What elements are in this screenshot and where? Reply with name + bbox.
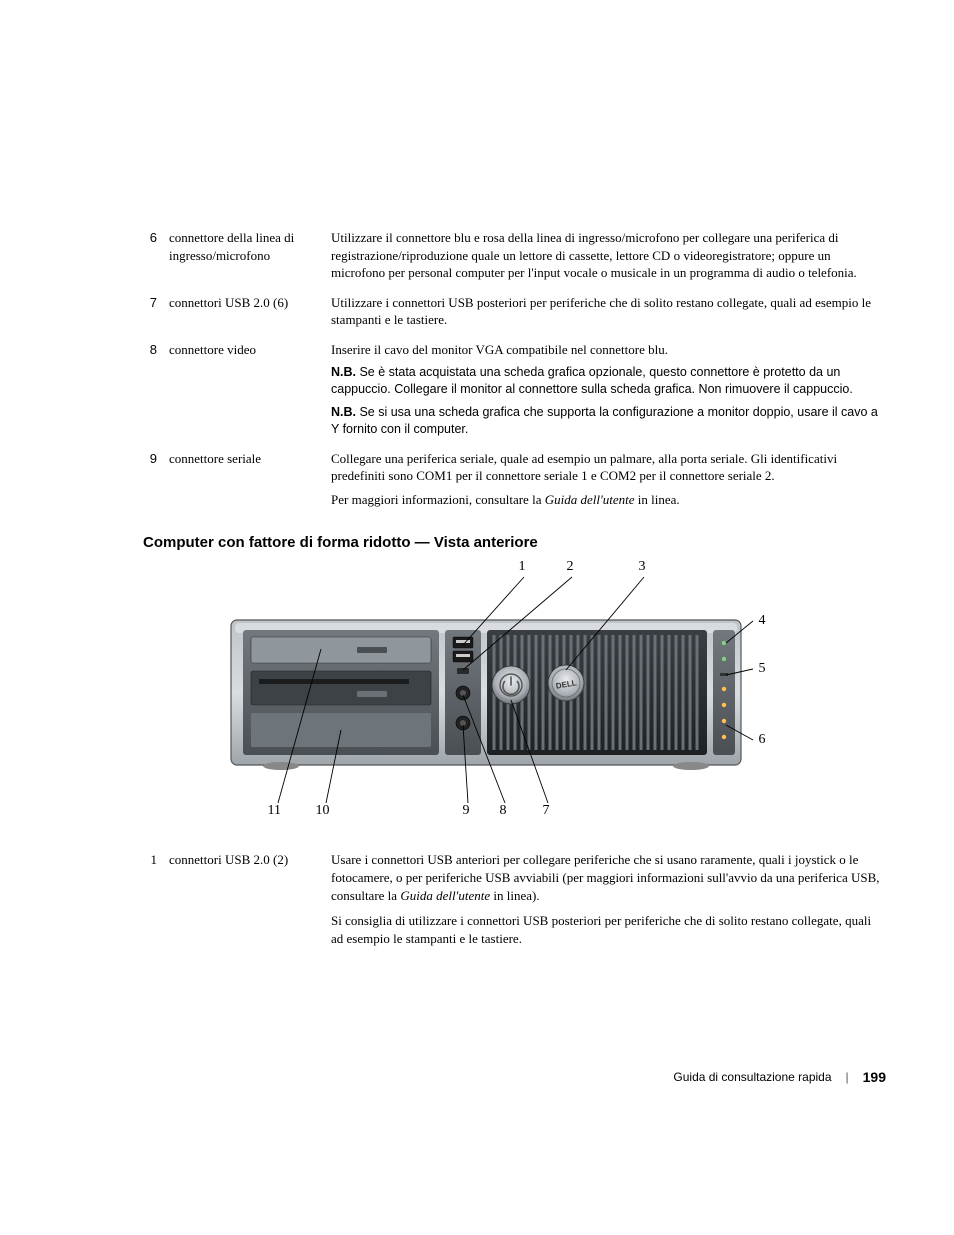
page-footer: Guida di consultazione rapida | 199 (673, 1069, 886, 1085)
def-number: 8 (135, 337, 163, 446)
table-row: 6connettore della linea di ingresso/micr… (135, 225, 886, 290)
def-term: connettori USB 2.0 (2) (163, 847, 325, 963)
def-term: connettori USB 2.0 (6) (163, 290, 325, 337)
def-paragraph: Per maggiori informazioni, consultare la… (331, 491, 880, 509)
def-paragraph: Usare i connettori USB anteriori per col… (331, 851, 880, 904)
callout-6: 6 (759, 732, 766, 748)
table-row: 8connettore video Inserire il cavo del mo… (135, 337, 886, 446)
callout-5: 5 (759, 661, 766, 677)
callout-9: 9 (463, 803, 470, 819)
def-number: 9 (135, 446, 163, 517)
footer-separator: | (846, 1070, 849, 1084)
def-description: Usare i connettori USB anteriori per col… (325, 847, 886, 963)
table-row: 9connettore serialeCollegare una perifer… (135, 446, 886, 517)
def-description: Collegare una periferica seriale, quale … (325, 446, 886, 517)
inline-italic: Guida dell'utente (400, 888, 490, 903)
def-paragraph: Utilizzare il connettore blu e rosa dell… (331, 229, 880, 282)
footer-doc-title: Guida di consultazione rapida (673, 1070, 831, 1084)
def-term: connettore seriale (163, 446, 325, 517)
callout-8: 8 (500, 803, 507, 819)
inline-italic: Guida dell'utente (545, 492, 635, 507)
table-row: 1connettori USB 2.0 (2)Usare i connettor… (135, 847, 886, 963)
def-description: Inserire il cavo del monitor VGA compati… (325, 337, 886, 446)
def-paragraph: Collegare una periferica seriale, quale … (331, 450, 880, 485)
callout-2: 2 (567, 559, 574, 575)
def-paragraph: Inserire il cavo del monitor VGA compati… (331, 341, 880, 359)
def-paragraph: Si consiglia di utilizzare i connettori … (331, 912, 880, 947)
callout-1: 1 (519, 559, 526, 575)
note-label: N.B. (331, 365, 356, 379)
callout-10: 10 (316, 803, 330, 819)
def-term: connettore video (163, 337, 325, 446)
callout-7: 7 (543, 803, 550, 819)
note-label: N.B. (331, 405, 356, 419)
def-number: 7 (135, 290, 163, 337)
section-heading: Computer con fattore di forma ridotto — … (143, 534, 886, 551)
def-note: N.B. Se è stata acquistata una scheda gr… (331, 364, 880, 398)
def-note: N.B. Se si usa una scheda grafica che su… (331, 404, 880, 438)
def-term: connettore della linea di ingresso/micro… (163, 225, 325, 290)
callout-11: 11 (268, 803, 281, 819)
def-description: Utilizzare i connettori USB posteriori p… (325, 290, 886, 337)
callout-4: 4 (759, 613, 766, 629)
def-number: 1 (135, 847, 163, 963)
def-number: 6 (135, 225, 163, 290)
table-row: 7connettori USB 2.0 (6)Utilizzare i conn… (135, 290, 886, 337)
def-description: Utilizzare il connettore blu e rosa dell… (325, 225, 886, 290)
callout-3: 3 (639, 559, 646, 575)
def-paragraph: Utilizzare i connettori USB posteriori p… (331, 294, 880, 329)
definitions-table-bottom: 1connettori USB 2.0 (2)Usare i connettor… (135, 847, 886, 963)
footer-page-number: 199 (863, 1069, 886, 1085)
sff-front-view-diagram: DELL 1 2 3 4 5 6 11 10 9 8 7 (161, 565, 861, 835)
computer-front-svg: DELL (161, 565, 861, 835)
definitions-table-top: 6connettore della linea di ingresso/micr… (135, 225, 886, 516)
